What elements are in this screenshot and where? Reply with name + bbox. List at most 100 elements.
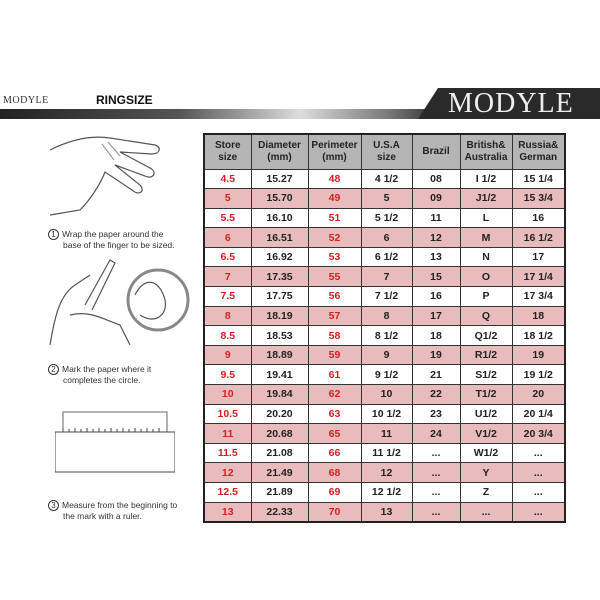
- table-cell: 7: [203, 266, 252, 288]
- table-cell: 18.53: [250, 325, 309, 346]
- step-number: 3: [48, 500, 59, 511]
- header-line: Diameter: [258, 139, 301, 151]
- table-cell: ...: [411, 442, 461, 464]
- table-cell: 17: [411, 305, 461, 327]
- table-cell: 70: [307, 501, 362, 523]
- table-row: 13 22.33 70 13.........: [203, 501, 566, 523]
- table-cell: 10 1/2: [360, 403, 413, 425]
- table-row: 6.5 16.92 53 6 1/2 13 N 17: [203, 246, 566, 268]
- table-row: 6 16.51 52 6 12 M 16 1/2: [203, 227, 566, 248]
- header-line: Russia&: [518, 139, 559, 151]
- table-cell: 18.19: [250, 305, 309, 327]
- table-cell: 12.5: [203, 482, 252, 503]
- table-cell: ...: [511, 462, 566, 483]
- table-cell: M: [459, 227, 513, 248]
- header-line: (mm): [322, 151, 347, 163]
- table-cell: 11: [411, 207, 461, 229]
- table-row: 7 17.35 55 7 15 O 17 1/4: [203, 266, 566, 288]
- table-cell: 15: [411, 266, 461, 288]
- table-row: 10.5 20.20 63 10 1/2 23 U1/2 20 1/4: [203, 403, 566, 425]
- table-cell: T1/2: [459, 384, 513, 405]
- table-cell: 10: [203, 384, 252, 405]
- table-row: 5.5 16.10 51 5 1/2 11 L 16: [203, 207, 566, 229]
- table-cell: 11.5: [203, 442, 252, 464]
- table-cell: 16: [411, 286, 461, 307]
- table-cell: 20 1/4: [511, 403, 566, 425]
- header-line: Store: [214, 139, 241, 151]
- table-cell: 7 1/2: [360, 286, 413, 307]
- header-line: U.S.A: [373, 139, 400, 151]
- table-cell: ...: [511, 501, 566, 523]
- table-cell: ...: [411, 482, 461, 503]
- table-cell: P: [459, 286, 513, 307]
- table-cell: ...: [411, 462, 461, 483]
- table-cell: 10.5: [203, 403, 252, 425]
- table-cell: 15 3/4: [511, 188, 566, 209]
- brand-small: MODYLE: [3, 95, 49, 106]
- table-cell: 7.5: [203, 286, 252, 307]
- table-row: 8.5 18.53 58 8 1/2 18 Q1/2 18 1/2: [203, 325, 566, 346]
- hand-mark-illustration: [49, 259, 190, 346]
- table-cell: 19.84: [250, 384, 309, 405]
- table-cell: 18 1/2: [511, 325, 566, 346]
- table-cell: 48: [307, 168, 362, 190]
- table-cell: 19: [511, 344, 566, 366]
- table-cell: 51: [307, 207, 362, 229]
- table-cell: 20.20: [250, 403, 309, 425]
- table-cell: 21.49: [250, 462, 309, 483]
- table-cell: 20 3/4: [511, 423, 566, 444]
- table-cell: 9 1/2: [360, 364, 413, 386]
- ring-size-table: Store size Diameter (mm) Perimeter (mm) U.S.A s…: [203, 133, 566, 523]
- table-cell: N: [459, 246, 513, 268]
- table-cell: 6.5: [203, 246, 252, 268]
- table-cell: 6: [360, 227, 413, 248]
- table-cell: 15.70: [250, 188, 309, 209]
- table-cell: I 1/2: [459, 168, 513, 190]
- table-cell: J1/2: [459, 188, 513, 209]
- table-cell: 09: [411, 188, 461, 209]
- table-cell: 7: [360, 266, 413, 288]
- table-cell: 18.89: [250, 344, 309, 366]
- table-cell: ...: [459, 501, 513, 523]
- table-row: 5 15.70 49 5 09 J1/2 15 3/4: [203, 188, 566, 209]
- table-cell: 62: [307, 384, 362, 405]
- table-row: 10 19.84 62 10 22 T1/2 20: [203, 384, 566, 405]
- table-cell: 13: [360, 501, 413, 523]
- table-cell: 5.5: [203, 207, 252, 229]
- step-text: Measure from the beginning to: [62, 500, 178, 510]
- step-number: 2: [48, 364, 59, 375]
- header-line: Australia: [464, 151, 508, 163]
- column-header: Russia& German: [511, 133, 566, 170]
- table-cell: 19 1/2: [511, 364, 566, 386]
- table-cell: 65: [307, 423, 362, 444]
- table-cell: 11 1/2: [360, 442, 413, 464]
- table-cell: 22.33: [250, 501, 309, 523]
- table-cell: 11: [203, 423, 252, 444]
- logo-block: [418, 88, 600, 119]
- step-2: 2 Mark the paper where it completes the ci…: [48, 364, 198, 386]
- column-header: U.S.A size: [360, 133, 413, 170]
- table-cell: 20: [511, 384, 566, 405]
- table-cell: Z: [459, 482, 513, 503]
- table-cell: S1/2: [459, 364, 513, 386]
- header-line: German: [519, 151, 558, 163]
- table-cell: 17.35: [250, 266, 309, 288]
- table-cell: Q: [459, 305, 513, 327]
- table-cell: Q1/2: [459, 325, 513, 346]
- table-cell: 8 1/2: [360, 325, 413, 346]
- table-cell: 18: [511, 305, 566, 327]
- table-cell: 08: [411, 168, 461, 190]
- header-line: Brazil: [422, 145, 450, 157]
- step-text: Wrap the paper around the: [62, 229, 164, 239]
- column-header: Perimeter (mm): [307, 133, 362, 170]
- header-line: size: [377, 151, 396, 163]
- ruler-illustration: [55, 411, 175, 473]
- table-cell: 61: [307, 364, 362, 386]
- step-text: Mark the paper where it: [62, 364, 152, 374]
- table-cell: 16.10: [250, 207, 309, 229]
- table-cell: L: [459, 207, 513, 229]
- table-cell: 21: [411, 364, 461, 386]
- table-cell: 69: [307, 482, 362, 503]
- column-header: British& Australia: [459, 133, 513, 170]
- table-cell: 15 1/4: [511, 168, 566, 190]
